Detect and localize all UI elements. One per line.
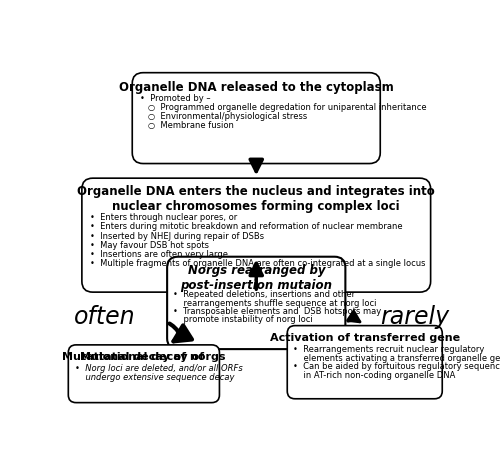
FancyArrowPatch shape <box>170 324 192 341</box>
Text: •  Repeated deletions, insertions and other: • Repeated deletions, insertions and oth… <box>174 290 356 298</box>
Text: •  May favour DSB hot spots: • May favour DSB hot spots <box>90 240 208 249</box>
Text: •  Rearrangements recruit nuclear regulatory: • Rearrangements recruit nuclear regulat… <box>294 344 485 353</box>
Text: •  Enters through nuclear pores, or: • Enters through nuclear pores, or <box>90 213 237 222</box>
Text: •  Promoted by –: • Promoted by – <box>140 94 210 102</box>
Text: •  Transposable elements and  DSB hotspots may: • Transposable elements and DSB hotspots… <box>174 306 382 315</box>
Text: ○  Programmed organelle degredation for uniparental inheritance: ○ Programmed organelle degredation for u… <box>140 103 426 112</box>
FancyBboxPatch shape <box>82 179 430 292</box>
Text: ○  Environmental/physiological stress: ○ Environmental/physiological stress <box>140 112 307 121</box>
FancyBboxPatch shape <box>68 345 220 403</box>
Text: in AT-rich non-coding organelle DNA: in AT-rich non-coding organelle DNA <box>294 369 456 379</box>
Text: undergo extensive sequence decay: undergo extensive sequence decay <box>74 372 234 381</box>
FancyBboxPatch shape <box>167 257 346 349</box>
Text: Mutational decay of: Mutational decay of <box>80 351 208 361</box>
FancyArrowPatch shape <box>348 312 360 322</box>
Text: •  Can be aided by fortuitous regulatory sequences: • Can be aided by fortuitous regulatory … <box>294 361 500 370</box>
Text: Activation of transferred gene: Activation of transferred gene <box>270 332 460 342</box>
FancyBboxPatch shape <box>132 73 380 164</box>
Text: •  Insertions are often very large: • Insertions are often very large <box>90 250 228 258</box>
FancyBboxPatch shape <box>287 326 442 399</box>
Text: elements activating a transferred organelle gene: elements activating a transferred organe… <box>294 353 500 362</box>
Text: Norgs rearranged by
post-insertion mutaion: Norgs rearranged by post-insertion mutai… <box>180 263 332 291</box>
Text: ○  Membrane fusion: ○ Membrane fusion <box>140 121 234 130</box>
Text: often: often <box>74 304 136 328</box>
Text: Mutational decay of norgs: Mutational decay of norgs <box>62 351 226 361</box>
Text: Organelle DNA released to the cytoplasm: Organelle DNA released to the cytoplasm <box>119 81 394 94</box>
Text: •  Enters during mitotic breakdown and reformation of nuclear membrane: • Enters during mitotic breakdown and re… <box>90 222 402 231</box>
Text: •  Multiple fragments of organelle DNA are often co-integrated at a single locus: • Multiple fragments of organelle DNA ar… <box>90 259 425 268</box>
Text: rarely: rarely <box>380 304 450 328</box>
Text: promote instability of norg loci: promote instability of norg loci <box>174 315 313 324</box>
Text: rearrangements shuffle sequence at norg loci: rearrangements shuffle sequence at norg … <box>174 298 377 307</box>
Text: •  Norg loci are deleted, and/or all ORFs: • Norg loci are deleted, and/or all ORFs <box>74 364 242 373</box>
Text: •  Inserted by NHEJ during repair of DSBs: • Inserted by NHEJ during repair of DSBs <box>90 231 264 240</box>
Text: Organelle DNA enters the nucleus and integrates into
nuclear chromosomes forming: Organelle DNA enters the nucleus and int… <box>78 185 435 213</box>
